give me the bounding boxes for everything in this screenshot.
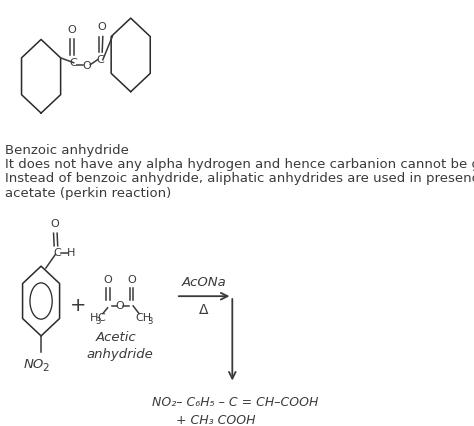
Text: O: O bbox=[116, 301, 125, 311]
Text: CH: CH bbox=[136, 313, 152, 322]
Text: C: C bbox=[70, 58, 78, 68]
Text: NO: NO bbox=[24, 357, 44, 371]
Text: O: O bbox=[98, 22, 107, 32]
Text: Δ: Δ bbox=[200, 303, 209, 317]
Text: 3: 3 bbox=[95, 317, 101, 326]
Text: H: H bbox=[91, 313, 99, 322]
Text: O: O bbox=[50, 219, 59, 230]
Text: Instead of benzoic anhydride, aliphatic anhydrides are used in presence of sodiu: Instead of benzoic anhydride, aliphatic … bbox=[5, 172, 474, 185]
Text: O: O bbox=[82, 60, 91, 71]
Text: acetate (perkin reaction): acetate (perkin reaction) bbox=[5, 187, 172, 200]
Text: 3: 3 bbox=[147, 317, 153, 326]
Text: Benzoic anhydride: Benzoic anhydride bbox=[5, 144, 129, 157]
Text: NO₂– C₆H₅ – C = CH–COOH: NO₂– C₆H₅ – C = CH–COOH bbox=[152, 396, 319, 409]
Text: Acetic: Acetic bbox=[96, 331, 137, 344]
Text: O: O bbox=[104, 275, 112, 285]
Text: It does not have any alpha hydrogen and hence carbanion cannot be generated.: It does not have any alpha hydrogen and … bbox=[5, 158, 474, 171]
Text: C: C bbox=[96, 55, 104, 65]
Text: +: + bbox=[70, 296, 86, 315]
Text: AcONa: AcONa bbox=[182, 276, 227, 289]
Text: C: C bbox=[54, 248, 62, 258]
Text: O: O bbox=[128, 275, 137, 285]
Text: 2: 2 bbox=[43, 363, 49, 373]
Text: C: C bbox=[97, 313, 105, 322]
Text: + CH₃ COOH: + CH₃ COOH bbox=[176, 414, 255, 426]
Text: H: H bbox=[66, 248, 75, 258]
Text: O: O bbox=[67, 25, 76, 35]
Text: anhydride: anhydride bbox=[86, 348, 153, 361]
